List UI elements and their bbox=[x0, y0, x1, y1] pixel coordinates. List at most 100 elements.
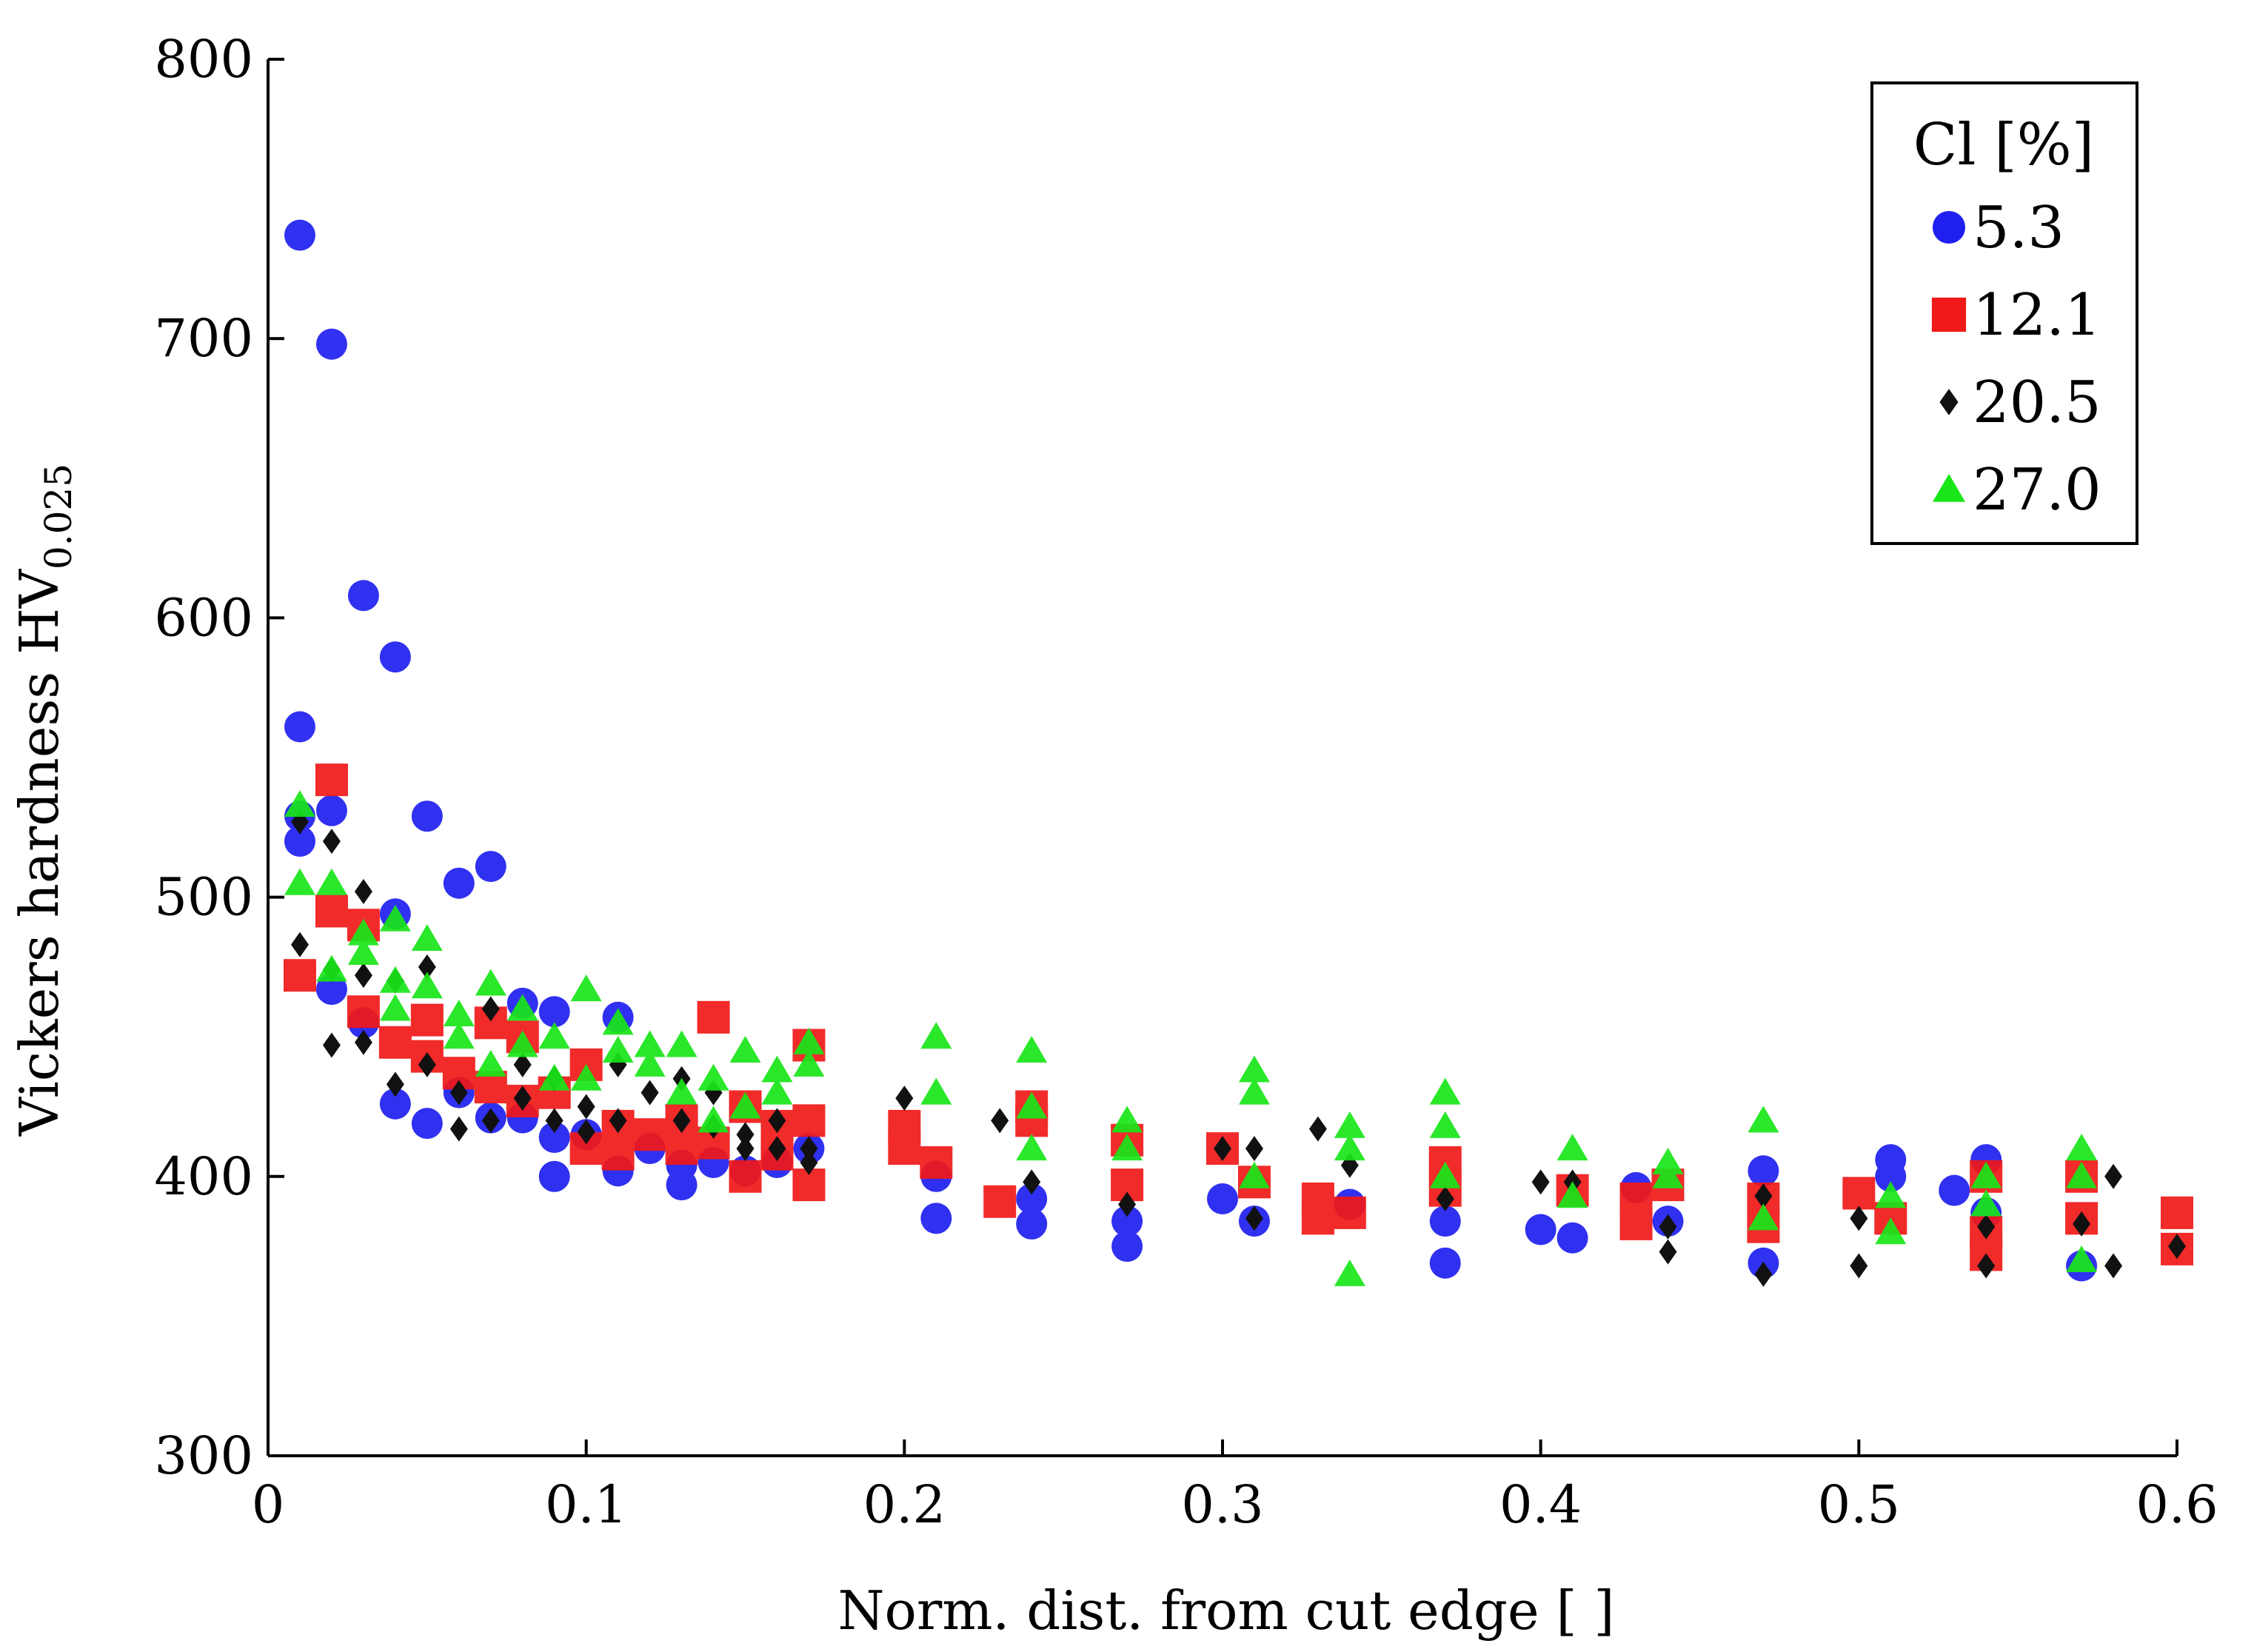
data-point-diamond bbox=[322, 829, 341, 855]
data-point-diamond bbox=[800, 1136, 818, 1162]
data-point-diamond bbox=[418, 954, 436, 980]
data-point-triangle bbox=[379, 994, 411, 1021]
data-point-triangle bbox=[1875, 1217, 1907, 1245]
data-point-circle bbox=[379, 641, 411, 673]
data-point-triangle bbox=[315, 868, 347, 895]
data-point-diamond bbox=[991, 1108, 1009, 1134]
data-point-diamond bbox=[545, 1108, 564, 1134]
data-point-circle bbox=[1875, 1160, 1907, 1192]
data-point-diamond bbox=[354, 879, 372, 905]
data-point-triangle bbox=[920, 1022, 952, 1049]
y-tick-label: 600 bbox=[154, 587, 253, 648]
data-point-circle bbox=[411, 1108, 443, 1140]
data-point-diamond bbox=[1659, 1239, 1677, 1265]
data-point-triangle bbox=[1970, 1189, 2002, 1217]
data-point-diamond bbox=[386, 1071, 404, 1097]
data-point-circle bbox=[1111, 1205, 1143, 1237]
y-axis-title-main: Vickers hardness HV bbox=[8, 568, 70, 1137]
legend-marker-square bbox=[1931, 297, 1967, 332]
data-point-triangle bbox=[1016, 1091, 1048, 1119]
data-point-circle bbox=[315, 795, 347, 826]
data-point-diamond bbox=[1850, 1253, 1868, 1279]
data-point-triangle bbox=[347, 938, 379, 966]
data-point-diamond bbox=[641, 1080, 659, 1106]
data-point-triangle bbox=[379, 966, 411, 993]
axes: 0 0.1 0.2 0.3 0.4 0.5 0.6 300 400 500 600 700 800 bbox=[154, 29, 2218, 1535]
data-point-diamond bbox=[736, 1122, 755, 1148]
data-point-diamond bbox=[1245, 1136, 1263, 1162]
data-point-triangle bbox=[475, 969, 506, 996]
data-point-diamond bbox=[449, 1116, 468, 1142]
data-point-triangle bbox=[602, 1008, 634, 1035]
data-point-circle bbox=[920, 1203, 952, 1234]
data-point-square bbox=[633, 1118, 666, 1151]
legend-label: 20.5 bbox=[1973, 369, 2101, 436]
legend-label: 5.3 bbox=[1973, 195, 2064, 261]
data-point-square bbox=[1301, 1202, 1334, 1235]
data-point-diamond bbox=[418, 1051, 436, 1077]
data-point-circle bbox=[284, 219, 315, 251]
data-point-triangle bbox=[920, 1077, 952, 1105]
data-point-square bbox=[601, 1137, 635, 1171]
data-point-square bbox=[315, 894, 348, 928]
data-point-triangle bbox=[1429, 1077, 1461, 1105]
data-point-diamond bbox=[481, 1108, 500, 1134]
data-point-diamond bbox=[481, 996, 500, 1022]
data-point-diamond bbox=[768, 1108, 786, 1134]
y-tick-label: 400 bbox=[154, 1146, 253, 1207]
legend-marker-triangle bbox=[1932, 474, 1966, 502]
data-point-triangle bbox=[666, 1077, 698, 1105]
x-tick-label: 0.1 bbox=[545, 1474, 627, 1535]
data-point-diamond bbox=[1850, 1205, 1868, 1231]
data-point-triangle bbox=[698, 1106, 729, 1133]
data-point-diamond bbox=[2073, 1211, 2091, 1237]
data-point-triangle bbox=[634, 1049, 666, 1077]
data-point-circle bbox=[315, 328, 347, 360]
data-point-diamond bbox=[1754, 1183, 1773, 1209]
data-point-diamond bbox=[577, 1094, 595, 1120]
legend-marker-diamond bbox=[1939, 389, 1959, 415]
data-point-diamond bbox=[354, 963, 372, 989]
legend-items: 5.3 12.1 20.5 27.0 bbox=[1931, 195, 2101, 524]
data-point-diamond bbox=[513, 1086, 532, 1111]
data-point-diamond bbox=[1214, 1136, 1231, 1162]
data-point-square bbox=[697, 1000, 730, 1034]
data-point-diamond bbox=[354, 1029, 372, 1055]
data-point-circle bbox=[347, 580, 379, 612]
data-point-triangle bbox=[1016, 1134, 1048, 1161]
data-point-circle bbox=[1748, 1155, 1779, 1187]
data-point-circle bbox=[411, 800, 443, 832]
data-point-diamond bbox=[449, 1080, 468, 1106]
x-tick-label: 0 bbox=[252, 1474, 285, 1535]
data-point-circle bbox=[538, 996, 570, 1028]
data-point-triangle bbox=[411, 924, 443, 952]
x-tick-label: 0.5 bbox=[1818, 1474, 1900, 1535]
data-point-diamond bbox=[768, 1136, 786, 1162]
y-tick-label: 800 bbox=[154, 29, 253, 90]
x-tick-label: 0.6 bbox=[2136, 1474, 2218, 1535]
data-point-triangle bbox=[1238, 1077, 1270, 1105]
data-point-diamond bbox=[1023, 1169, 1041, 1195]
data-point-triangle bbox=[1556, 1181, 1588, 1208]
y-axis-title-subscript: 0.025 bbox=[37, 464, 80, 569]
x-axis-title: Norm. dist. from cut edge [ ] bbox=[837, 1579, 1614, 1642]
legend-label: 27.0 bbox=[1973, 457, 2101, 524]
data-point-square bbox=[888, 1132, 921, 1166]
legend-label: 12.1 bbox=[1973, 282, 2101, 349]
data-point-circle bbox=[1429, 1247, 1461, 1279]
data-point-triangle bbox=[570, 1063, 602, 1091]
data-point-diamond bbox=[2104, 1163, 2123, 1189]
data-point-triangle bbox=[1429, 1161, 1461, 1188]
data-point-triangle bbox=[2066, 1134, 2098, 1161]
data-point-diamond bbox=[322, 1032, 341, 1058]
data-point-triangle bbox=[1334, 1111, 1365, 1138]
data-point-triangle bbox=[1652, 1161, 1684, 1188]
y-tick-label: 500 bbox=[154, 867, 253, 928]
data-point-circle bbox=[379, 1088, 411, 1120]
data-point-diamond bbox=[1659, 1214, 1677, 1240]
data-point-triangle bbox=[1111, 1106, 1143, 1133]
data-point-triangle bbox=[602, 1036, 634, 1063]
data-point-square bbox=[410, 1003, 444, 1037]
data-point-triangle bbox=[411, 972, 443, 999]
data-point-triangle bbox=[506, 1030, 538, 1057]
